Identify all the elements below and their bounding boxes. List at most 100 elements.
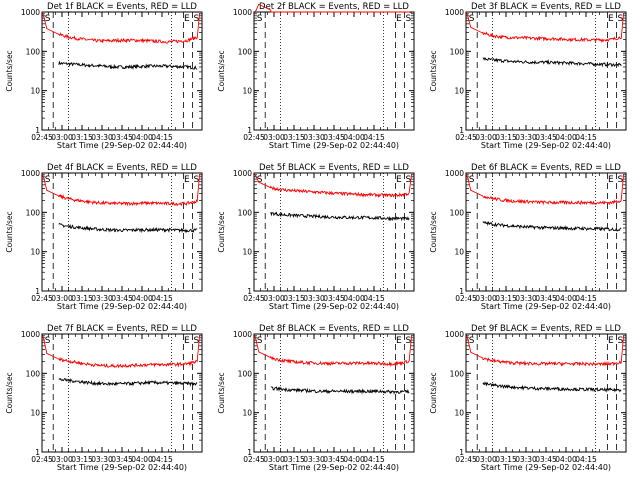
lld-series-line bbox=[466, 334, 625, 367]
chart-panel: Det 2f BLACK = Events, RED = LLD 1 10 100 10… bbox=[217, 2, 415, 150]
x-tick-label: 02:45 bbox=[31, 455, 53, 464]
marker-label: E bbox=[396, 14, 402, 24]
x-tick-label: 03:00 bbox=[475, 455, 497, 464]
events-series-line bbox=[58, 60, 198, 70]
chart-title: Det 2f BLACK = Events, RED = LLD bbox=[259, 2, 409, 12]
y-tick-label: 100 bbox=[26, 208, 41, 217]
events-series-line bbox=[270, 211, 410, 222]
y-tick-label: 1000 bbox=[233, 8, 252, 17]
x-tick-label: 03:15 bbox=[495, 133, 517, 142]
y-tick-label: 100 bbox=[238, 208, 253, 217]
y-tick-label: 1000 bbox=[445, 330, 464, 339]
chart-title: Det 4f BLACK = Events, RED = LLD bbox=[47, 163, 197, 173]
x-tick-label: 03:00 bbox=[475, 294, 497, 303]
marker-label: E bbox=[396, 175, 402, 185]
x-tick-label: 03:00 bbox=[51, 133, 73, 142]
y-axis-label: Counts/sec bbox=[5, 211, 14, 252]
x-tick-label: 04:00 bbox=[555, 455, 577, 464]
x-axis-label: Start Time (29-Sep-02 02:44:40) bbox=[481, 141, 611, 150]
y-tick-label: 1 bbox=[459, 448, 464, 457]
y-tick-label: 10 bbox=[30, 409, 40, 418]
x-tick-label: 02:45 bbox=[31, 133, 53, 142]
y-axis-label: Counts/sec bbox=[429, 372, 438, 413]
x-tick-label: 04:15 bbox=[363, 455, 385, 464]
marker-label: S bbox=[45, 175, 51, 185]
x-tick-label: 03:45 bbox=[323, 133, 345, 142]
x-tick-label: 04:15 bbox=[151, 133, 173, 142]
events-series-line bbox=[482, 381, 622, 393]
lld-series-line bbox=[42, 334, 201, 369]
x-tick-label: 03:00 bbox=[263, 133, 285, 142]
x-tick-label: 03:30 bbox=[303, 133, 325, 142]
lld-series-line bbox=[254, 334, 413, 367]
lld-series-line bbox=[466, 173, 625, 206]
y-tick-label: 10 bbox=[30, 248, 40, 257]
chart-panel: Det 4f BLACK = Events, RED = LLD 1 10 100 10… bbox=[5, 163, 203, 311]
marker-label: S bbox=[406, 336, 412, 346]
y-tick-label: 1000 bbox=[233, 169, 252, 178]
chart-title: Det 8f BLACK = Events, RED = LLD bbox=[259, 324, 409, 334]
x-tick-label: 03:30 bbox=[303, 455, 325, 464]
x-tick-label: 04:00 bbox=[343, 455, 365, 464]
marker-label: S bbox=[469, 14, 475, 24]
marker-label: E bbox=[608, 336, 614, 346]
marker-label: S bbox=[469, 175, 475, 185]
marker-label: S bbox=[618, 14, 624, 24]
marker-label: S bbox=[257, 175, 263, 185]
y-tick-label: 100 bbox=[238, 47, 253, 56]
marker-label: S bbox=[618, 175, 624, 185]
x-axis-label: Start Time (29-Sep-02 02:44:40) bbox=[57, 463, 187, 472]
marker-label: S bbox=[45, 336, 51, 346]
lld-series-line bbox=[254, 3, 412, 14]
plot-frame bbox=[41, 333, 203, 453]
y-tick-label: 1 bbox=[247, 126, 252, 135]
x-tick-label: 04:00 bbox=[555, 133, 577, 142]
x-tick-label: 03:15 bbox=[495, 455, 517, 464]
y-tick-label: 100 bbox=[26, 47, 41, 56]
marker-label: S bbox=[194, 175, 200, 185]
plot-frame bbox=[465, 11, 627, 131]
y-tick-label: 1 bbox=[35, 126, 40, 135]
marker-label: S bbox=[194, 14, 200, 24]
chart-panel: Det 8f BLACK = Events, RED = LLD 1 10 100 10… bbox=[217, 324, 415, 472]
x-tick-label: 03:15 bbox=[71, 455, 93, 464]
x-axis-label: Start Time (29-Sep-02 02:44:40) bbox=[269, 141, 399, 150]
marker-label: S bbox=[257, 336, 263, 346]
y-tick-label: 1000 bbox=[233, 330, 252, 339]
y-tick-label: 10 bbox=[242, 409, 252, 418]
x-tick-label: 03:15 bbox=[71, 133, 93, 142]
x-tick-label: 04:15 bbox=[575, 294, 597, 303]
y-tick-label: 10 bbox=[30, 87, 40, 96]
x-tick-label: 04:00 bbox=[131, 455, 153, 464]
y-axis-label: Counts/sec bbox=[429, 50, 438, 91]
x-axis-label: Start Time (29-Sep-02 02:44:40) bbox=[269, 463, 399, 472]
y-tick-label: 1 bbox=[35, 287, 40, 296]
y-tick-label: 1000 bbox=[445, 8, 464, 17]
y-axis-label: Counts/sec bbox=[217, 372, 226, 413]
x-tick-label: 03:00 bbox=[263, 455, 285, 464]
marker-label: S bbox=[618, 336, 624, 346]
y-tick-label: 100 bbox=[26, 369, 41, 378]
chart-panel: Det 9f BLACK = Events, RED = LLD 1 10 100 10… bbox=[429, 324, 627, 472]
x-tick-label: 04:15 bbox=[363, 133, 385, 142]
x-axis-label: Start Time (29-Sep-02 02:44:40) bbox=[481, 302, 611, 311]
y-tick-label: 1000 bbox=[445, 169, 464, 178]
x-tick-label: 03:15 bbox=[283, 455, 305, 464]
x-tick-label: 02:45 bbox=[455, 455, 477, 464]
x-tick-label: 03:45 bbox=[535, 294, 557, 303]
y-tick-label: 10 bbox=[242, 248, 252, 257]
marker-label: E bbox=[184, 175, 190, 185]
marker-label: S bbox=[45, 14, 51, 24]
marker-label: E bbox=[396, 336, 402, 346]
x-tick-label: 04:15 bbox=[363, 294, 385, 303]
plot-frame bbox=[41, 11, 203, 131]
x-tick-label: 03:30 bbox=[303, 294, 325, 303]
y-tick-label: 1000 bbox=[21, 8, 40, 17]
y-tick-label: 1 bbox=[459, 287, 464, 296]
y-axis-label: Counts/sec bbox=[429, 211, 438, 252]
chart-title: Det 3f BLACK = Events, RED = LLD bbox=[471, 2, 621, 12]
lld-series-line bbox=[42, 173, 201, 207]
chart-title: Det 7f BLACK = Events, RED = LLD bbox=[47, 324, 197, 334]
chart-title: Det 1f BLACK = Events, RED = LLD bbox=[47, 2, 197, 12]
x-tick-label: 04:00 bbox=[343, 294, 365, 303]
